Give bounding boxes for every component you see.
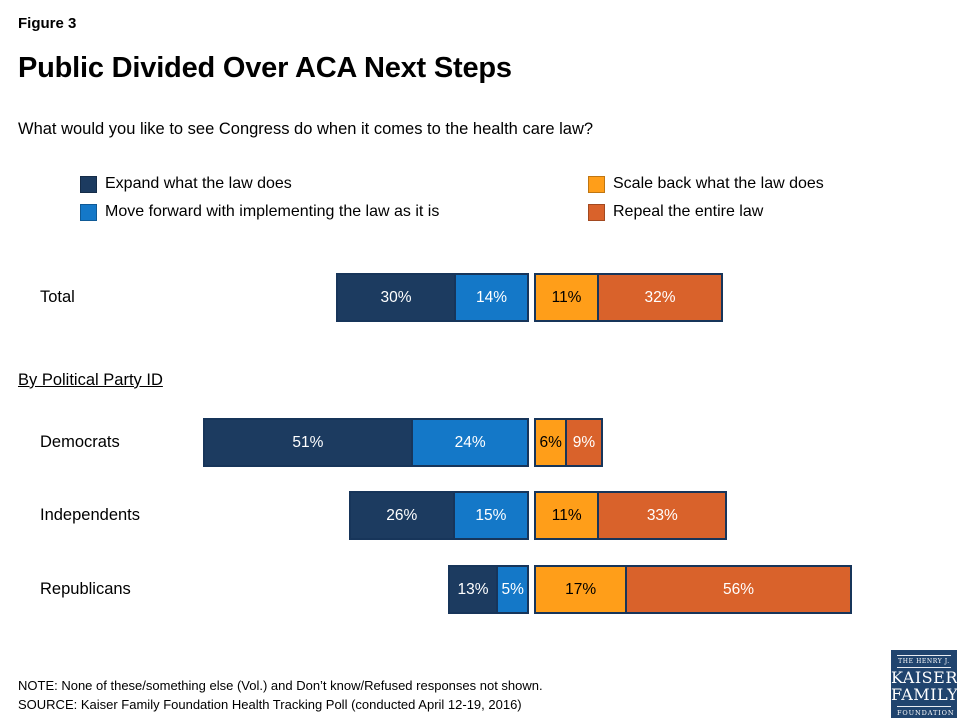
bar-row: Total 30% 14% 11% 32% — [0, 273, 960, 322]
bar-segment-group: 11% 33% — [534, 491, 728, 540]
bar-segment-group: 13% 5% — [447, 565, 529, 614]
bar-segment: 6% — [536, 420, 566, 465]
category-label: Independents — [40, 506, 141, 524]
bar-segment: 17% — [536, 567, 626, 612]
category-label: Democrats — [40, 433, 120, 451]
bar-segment-group: 26% 15% — [348, 491, 529, 540]
section-label: By Political Party ID — [18, 371, 163, 389]
note-text: NOTE: None of these/something else (Vol.… — [18, 678, 543, 693]
logo-line-foundation: FOUNDATION — [897, 705, 954, 717]
logo-line-henry-j: THE HENRY J. — [897, 655, 951, 668]
category-label: Republicans — [40, 580, 131, 598]
kaiser-family-foundation-logo: THE HENRY J. KAISER FAMILY FOUNDATION — [891, 650, 959, 718]
bar-segment: 11% — [536, 275, 598, 320]
bar-segment: 14% — [454, 275, 527, 320]
bar-segment-group: 17% 56% — [534, 565, 852, 614]
bar-segment-group: 6% 9% — [534, 418, 603, 467]
bar-segment: 11% — [536, 493, 598, 538]
bar-row: Independents 26% 15% 11% 33% — [0, 491, 960, 540]
bar-segment: 15% — [452, 493, 527, 538]
category-label: Total — [40, 288, 75, 306]
bar-segment: 30% — [337, 275, 455, 320]
bar-row: Republicans 13% 5% 17% 56% — [0, 565, 960, 614]
bar-segment-group: 11% 32% — [534, 273, 723, 322]
bar-segment: 51% — [204, 420, 412, 465]
bar-segment-group: 51% 24% — [202, 418, 529, 467]
bar-segment: 33% — [597, 493, 726, 538]
bar-segment: 13% — [449, 567, 497, 612]
bar-segment: 24% — [411, 420, 527, 465]
bar-segment: 32% — [597, 275, 721, 320]
bar-segment: 5% — [496, 567, 527, 612]
source-text: SOURCE: Kaiser Family Foundation Health … — [18, 697, 522, 712]
bar-segment: 9% — [565, 420, 601, 465]
bar-segment: 26% — [350, 493, 453, 538]
bar-segment-group: 30% 14% — [335, 273, 529, 322]
page-title: Public Divided Over ACA Next Steps — [18, 52, 512, 84]
figure-label: Figure 3 — [18, 15, 77, 32]
bar-segment: 56% — [625, 567, 850, 612]
survey-question: What would you like to see Congress do w… — [18, 120, 594, 138]
logo-line-family: FAMILY — [891, 684, 959, 704]
logo-line-kaiser: KAISER — [891, 668, 958, 687]
bar-row: Democrats 51% 24% 6% 9% — [0, 418, 960, 467]
